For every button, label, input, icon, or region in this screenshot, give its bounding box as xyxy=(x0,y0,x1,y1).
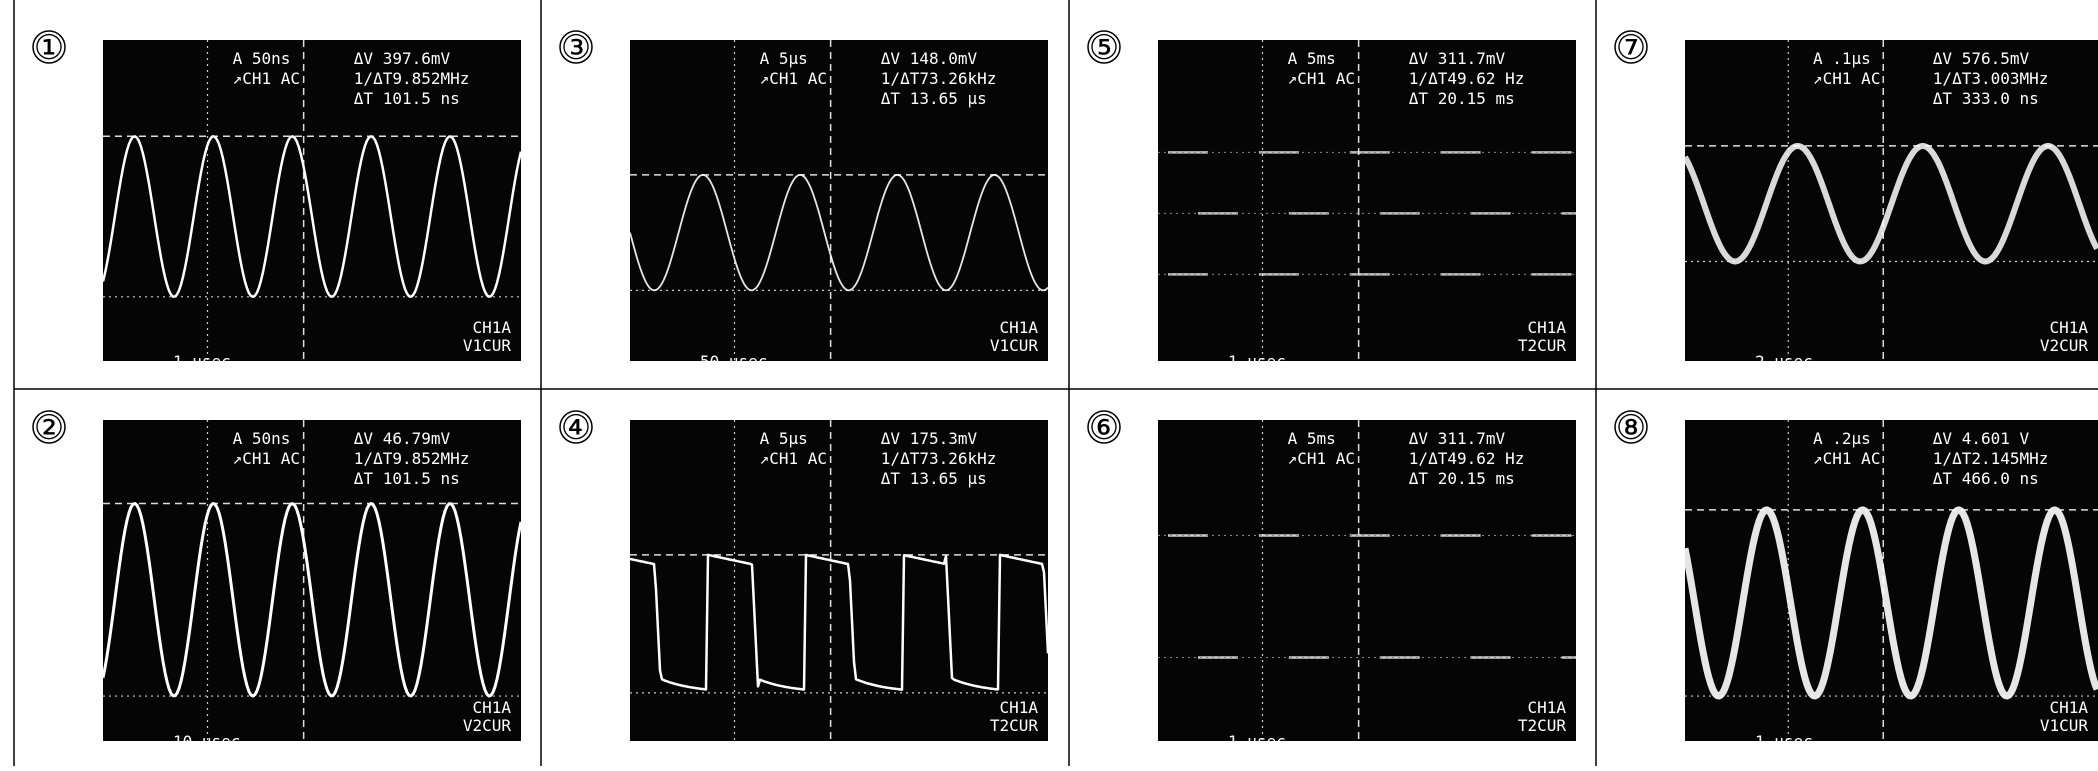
channel-label: CH1A xyxy=(999,318,1038,337)
readout: 1/ΔT2.145MHz xyxy=(1933,449,2049,468)
readout: ↗CH1 AC xyxy=(233,69,300,88)
readout: ΔT 101.5 ns xyxy=(354,469,460,488)
readout: ↗CH1 AC xyxy=(233,449,300,468)
panel-number: ⑥ xyxy=(1089,408,1119,448)
panel-number: ⑧ xyxy=(1616,408,1646,448)
readout: A 5µs xyxy=(760,49,808,68)
readout: 1/ΔT73.26kHz xyxy=(881,449,997,468)
readout: 1/ΔT9.852MHz xyxy=(354,69,470,88)
figure: ①A 50ns↗CH1 ACΔV 397.6mV1/ΔT9.852MHzΔT 1… xyxy=(0,0,2098,766)
channel-label: CH1A xyxy=(2049,698,2088,717)
panel-number: ② xyxy=(34,408,64,448)
channel-label: CH1A xyxy=(1527,698,1566,717)
panel-number: ⑤ xyxy=(1089,28,1119,68)
trace-label: V2CUR xyxy=(463,716,512,735)
readout: ↗CH1 AC xyxy=(1288,69,1355,88)
readout: A 50ns xyxy=(233,49,291,68)
panel-number: ① xyxy=(34,28,64,68)
readout: 1/ΔT9.852MHz xyxy=(354,449,470,468)
trace-label: V1CUR xyxy=(2040,716,2089,735)
readout: ΔT 101.5 ns xyxy=(354,89,460,108)
readout: ΔT 333.0 ns xyxy=(1933,89,2039,108)
channel-label: CH1A xyxy=(472,698,511,717)
trace-label: T2CUR xyxy=(990,716,1039,735)
trace-label: V1CUR xyxy=(990,336,1039,355)
trace-label: T2CUR xyxy=(1518,716,1567,735)
readout: ↗CH1 AC xyxy=(1813,69,1880,88)
panel-number: ③ xyxy=(561,28,591,68)
readout: ↗CH1 AC xyxy=(760,69,827,88)
readout: ↗CH1 AC xyxy=(760,449,827,468)
readout: ΔV 397.6mV xyxy=(354,49,451,68)
readout: ΔT 13.65 µs xyxy=(881,89,987,108)
readout: A 5ms xyxy=(1288,429,1336,448)
readout: 1/ΔT73.26kHz xyxy=(881,69,997,88)
readout: ΔV 4.601 V xyxy=(1933,429,2030,448)
panel-number: ⑦ xyxy=(1616,28,1646,68)
readout: ΔV 311.7mV xyxy=(1409,429,1506,448)
channel-label: CH1A xyxy=(999,698,1038,717)
readout: A 50ns xyxy=(233,429,291,448)
readout: 1/ΔT49.62 Hz xyxy=(1409,69,1525,88)
readout: A 5ms xyxy=(1288,49,1336,68)
trace-label: V1CUR xyxy=(463,336,512,355)
readout: ΔV 175.3mV xyxy=(881,429,978,448)
readout: ΔT 466.0 ns xyxy=(1933,469,2039,488)
readout: 1/ΔT49.62 Hz xyxy=(1409,449,1525,468)
trace-label: T2CUR xyxy=(1518,336,1567,355)
readout: A .1µs xyxy=(1813,49,1871,68)
readout: ΔV 311.7mV xyxy=(1409,49,1506,68)
readout: ΔV 148.0mV xyxy=(881,49,978,68)
channel-label: CH1A xyxy=(1527,318,1566,337)
readout: 1/ΔT3.003MHz xyxy=(1933,69,2049,88)
channel-label: CH1A xyxy=(472,318,511,337)
readout: ↗CH1 AC xyxy=(1813,449,1880,468)
readout: A 5µs xyxy=(760,429,808,448)
channel-label: CH1A xyxy=(2049,318,2088,337)
panel-number: ④ xyxy=(561,408,591,448)
readout: A .2µs xyxy=(1813,429,1871,448)
readout: ΔV 46.79mV xyxy=(354,429,451,448)
readout: ΔV 576.5mV xyxy=(1933,49,2030,68)
readout: ΔT 20.15 ms xyxy=(1409,469,1515,488)
readout: ↗CH1 AC xyxy=(1288,449,1355,468)
readout: ΔT 20.15 ms xyxy=(1409,89,1515,108)
trace-label: V2CUR xyxy=(2040,336,2089,355)
readout: ΔT 13.65 µs xyxy=(881,469,987,488)
